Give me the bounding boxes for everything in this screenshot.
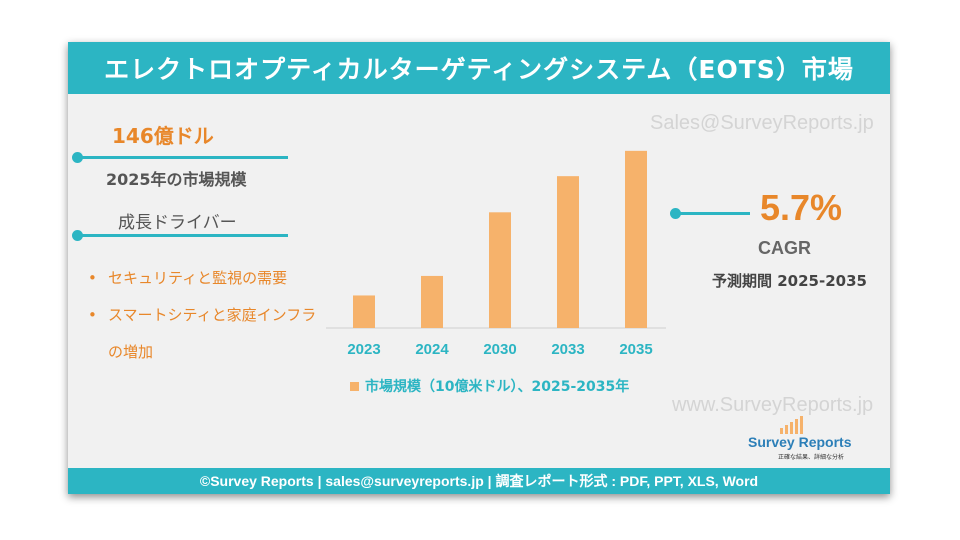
- survey-reports-logo: Survey Reports 正確な結果、詳細な分析: [748, 416, 868, 464]
- infographic-card: エレクトロオプティカルターゲティングシステム（EOTS）市場 Sales@Sur…: [68, 42, 890, 494]
- legend-label: 市場規模（10億米ドル）、2025-2035年: [365, 379, 630, 395]
- bar-2023: [353, 295, 375, 328]
- list-item: • セキュリティと監視の需要: [88, 260, 328, 297]
- bar-2035: [625, 150, 647, 328]
- bar-logo-icon: [780, 416, 803, 434]
- footer-bar: ©Survey Reports | sales@surveyreports.jp…: [68, 468, 890, 494]
- market-size-value: 146億ドル: [112, 124, 214, 148]
- logo-text: Survey Reports: [748, 434, 852, 450]
- bullet-icon: •: [88, 306, 97, 324]
- page-title: エレクトロオプティカルターゲティングシステム（EOTS）市場: [104, 55, 854, 84]
- list-item: • スマートシティと家庭インフラの増加: [88, 297, 328, 371]
- logo-name-part2: Reports: [794, 434, 852, 450]
- growth-drivers-title: 成長ドライバー: [118, 213, 237, 233]
- watermark-email: Sales@SurveyReports.jp: [650, 112, 874, 134]
- logo-tagline: 正確な結果、詳細な分析: [778, 454, 845, 461]
- chart-legend: 市場規模（10億米ドル）、2025-2035年: [350, 376, 629, 396]
- title-bar: エレクトロオプティカルターゲティングシステム（EOTS）市場: [68, 42, 890, 94]
- divider-line: [678, 212, 750, 215]
- logo-name-part1: Survey: [748, 434, 795, 450]
- divider-line: [76, 234, 288, 237]
- cagr-label: CAGR: [758, 238, 811, 258]
- footer-text: ©Survey Reports | sales@surveyreports.jp…: [199, 473, 759, 489]
- market-size-caption: 2025年の市場規模: [106, 170, 247, 189]
- bullet-icon: •: [88, 269, 97, 287]
- driver-text: スマートシティと家庭インフラの増加: [108, 306, 317, 361]
- driver-text: セキュリティと監視の需要: [108, 269, 288, 287]
- bar-2030: [489, 212, 511, 328]
- connector-dot: [670, 208, 681, 219]
- x-tick-label: 2033: [551, 341, 584, 358]
- growth-drivers-list: • セキュリティと監視の需要 • スマートシティと家庭インフラの増加: [88, 260, 328, 371]
- bar-2033: [557, 176, 579, 328]
- cagr-value: 5.7%: [760, 187, 843, 228]
- market-size-bar-chart: 2023 2024 2030 2033 2035: [326, 150, 666, 358]
- x-tick-label: 2035: [619, 341, 652, 358]
- legend-swatch: [350, 381, 359, 391]
- x-tick-label: 2030: [483, 341, 516, 358]
- x-tick-label: 2024: [415, 341, 449, 358]
- forecast-period: 予測期間 2025-2035: [712, 272, 867, 290]
- x-tick-label: 2023: [347, 341, 380, 358]
- divider-line: [76, 156, 288, 159]
- bar-2024: [421, 275, 443, 328]
- watermark-url: www.SurveyReports.jp: [672, 394, 874, 416]
